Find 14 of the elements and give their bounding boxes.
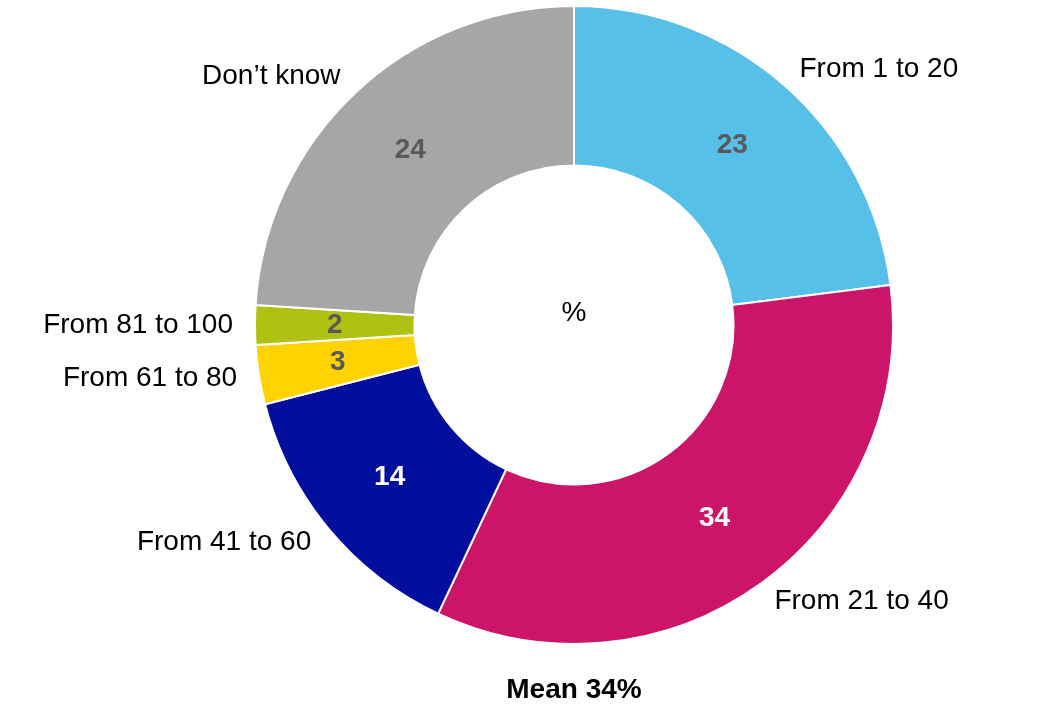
- text: %: [561, 295, 587, 327]
- data-label: 14: [374, 460, 406, 492]
- data-label: 3: [329, 345, 346, 377]
- slice-label: From 1 to 20: [799, 51, 959, 83]
- slice-label: From 81 to 100: [43, 307, 233, 339]
- slice-label: From 61 to 80: [62, 361, 238, 393]
- data-label: 24: [394, 133, 427, 165]
- slice-label: Don’t know: [202, 59, 342, 91]
- text: Mean 34%: [506, 672, 642, 704]
- data-label: 34: [699, 501, 731, 533]
- data-label: 2: [326, 307, 343, 339]
- slice-label: From 41 to 60: [136, 525, 312, 557]
- data-label: 23: [716, 128, 748, 160]
- slice-label: From 21 to 40: [774, 583, 949, 615]
